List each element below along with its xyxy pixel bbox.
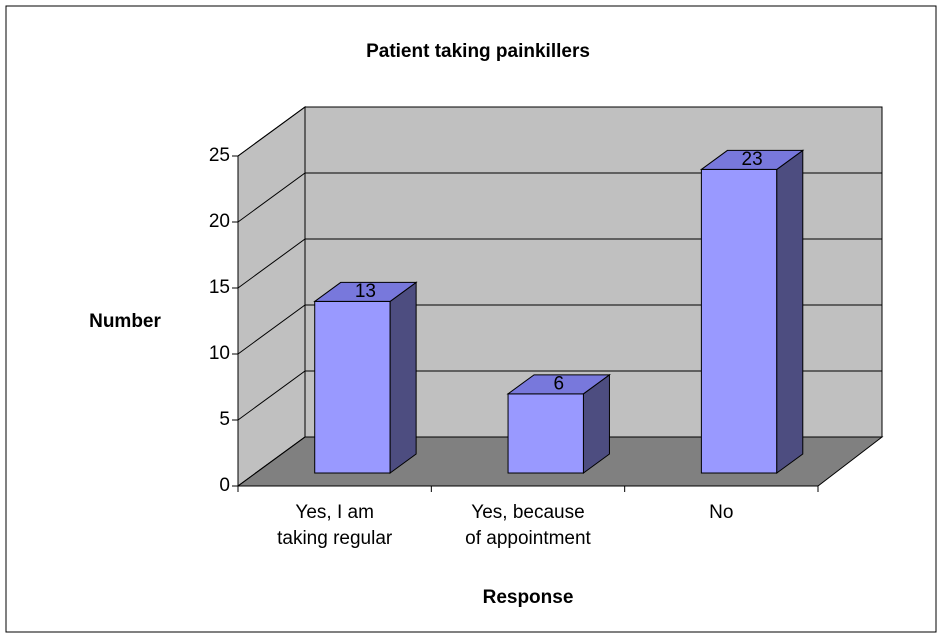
x-tick-label-box: Yes, because of appointment <box>465 502 591 549</box>
bar-front <box>700 168 778 474</box>
y-tick-label: 25 <box>209 145 230 166</box>
bar-top <box>506 374 611 395</box>
value-label: 13 <box>355 281 376 302</box>
y-tick-label: 0 <box>219 475 230 496</box>
chart-title: Patient taking painkillers <box>366 41 590 62</box>
x-tick-label: Yes, because of appointment <box>465 502 591 549</box>
bar-side <box>776 149 804 474</box>
side-wall <box>237 106 306 487</box>
grid-line <box>237 106 882 157</box>
bar-front <box>314 300 391 474</box>
grid-line <box>237 370 882 421</box>
y-tick-label: 5 <box>219 409 230 430</box>
y-tick-label: 15 <box>209 277 230 298</box>
bar-side <box>389 281 417 474</box>
x-axis-label: Response <box>483 587 574 608</box>
x-tick-label: Yes, I am taking regular <box>277 502 393 549</box>
x-tick-label: No <box>709 502 734 523</box>
bar-front <box>507 393 584 474</box>
y-tick-label: 10 <box>209 343 230 364</box>
grid-line <box>237 304 882 355</box>
bar-top <box>699 149 805 170</box>
y-tick-label: 20 <box>209 211 230 232</box>
value-label: 23 <box>742 149 763 170</box>
value-label: 6 <box>553 373 564 394</box>
bar-top <box>313 281 418 302</box>
x-tick-label-box: Yes, I am taking regular <box>277 502 393 549</box>
grid-line <box>237 172 882 223</box>
grid-line <box>237 238 882 289</box>
x-tick-label-box: No <box>709 502 734 523</box>
y-axis-label: Number <box>89 311 161 332</box>
grid-line <box>237 436 882 487</box>
